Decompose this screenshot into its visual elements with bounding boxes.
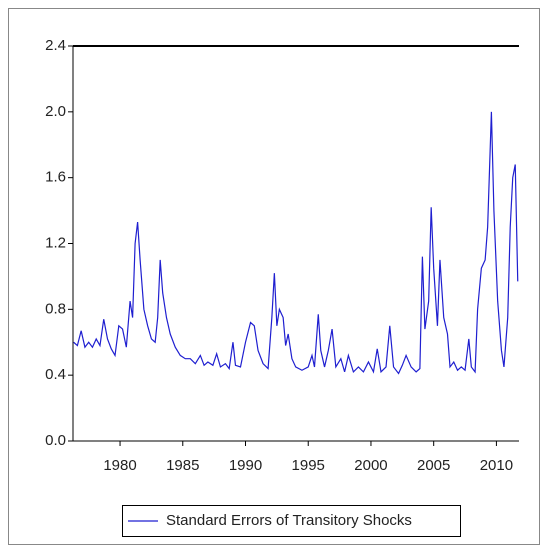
x-tick-label: 1990 (229, 457, 262, 474)
y-tick-label: 0.8 (45, 300, 66, 317)
outer-frame (8, 8, 540, 545)
x-tick-label: 1980 (103, 457, 136, 474)
y-tick-label: 1.6 (45, 169, 66, 186)
y-tick-label: 0.4 (45, 366, 66, 383)
legend-label: Standard Errors of Transitory Shocks (166, 512, 412, 529)
x-tick-label: 2000 (354, 457, 387, 474)
data-line (73, 111, 519, 375)
y-tick-label: 2.4 (45, 37, 66, 54)
x-tick-label: 1985 (166, 457, 199, 474)
x-tick-label: 2005 (417, 457, 450, 474)
x-tick-label: 1995 (292, 457, 325, 474)
y-tick-label: 1.2 (45, 234, 66, 251)
y-tick-label: 2.0 (45, 103, 66, 120)
y-tick-label: 0.0 (45, 432, 66, 449)
legend-box (122, 505, 461, 537)
x-tick-label: 2010 (480, 457, 513, 474)
